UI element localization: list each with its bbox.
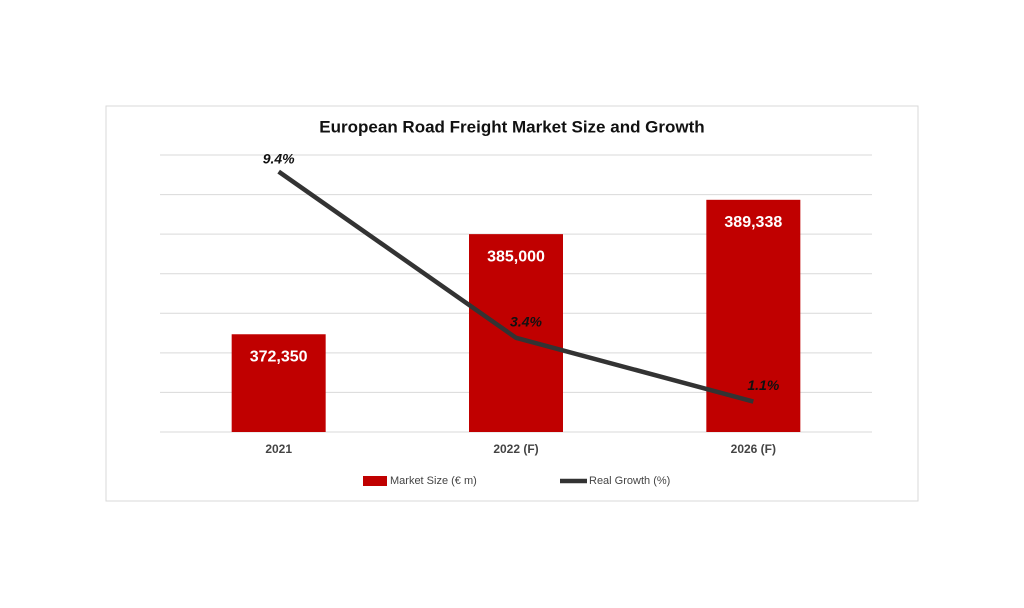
growth-line xyxy=(277,169,754,404)
bar xyxy=(706,199,801,432)
line-value-label: 1.1% xyxy=(747,377,779,393)
x-tick-label: 2026 (F) xyxy=(731,442,776,456)
bar xyxy=(469,234,563,432)
bar-value-label: 372,350 xyxy=(250,348,308,365)
x-tick-label: 2021 xyxy=(265,442,292,456)
bar-value-label: 385,000 xyxy=(487,248,545,265)
bar-value-label: 389,338 xyxy=(724,214,782,231)
bar xyxy=(231,334,326,432)
line-value-label: 9.4% xyxy=(263,150,295,166)
legend-label: Market Size (€ m) xyxy=(390,475,477,487)
legend-label: Real Growth (%) xyxy=(589,475,670,487)
line-value-label: 3.4% xyxy=(510,314,542,330)
x-tick-label: 2022 (F) xyxy=(493,442,538,456)
legend-swatch xyxy=(363,476,387,486)
chart-title: European Road Freight Market Size and Gr… xyxy=(319,117,704,136)
